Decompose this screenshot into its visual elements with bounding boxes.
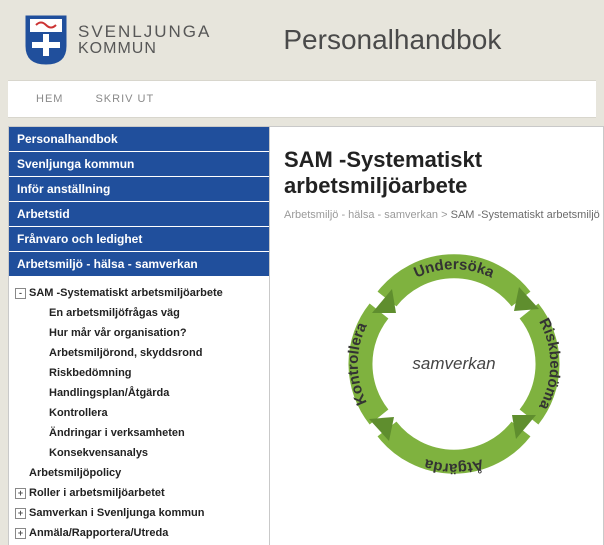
sidebar-section[interactable]: Arbetstid [9,202,269,227]
sidebar-item-label: Samverkan i Svenljunga kommun [29,507,204,519]
sidebar-item[interactable]: Hur mår vår organisation? [9,323,269,343]
sidebar-item[interactable]: Konsekvensanalys [9,443,269,463]
sidebar-item[interactable]: Handlingsplan/Åtgärda [9,383,269,403]
breadcrumb-parent[interactable]: Arbetsmiljö - hälsa - samverkan [284,209,438,221]
sidebar-item-label: Arbetsmiljöpolicy [29,467,121,479]
org-name: SVENLJUNGA KOMMUN [78,22,211,58]
sidebar-item[interactable]: +Samverkan i Svenljunga kommun [9,503,269,523]
municipal-crest-icon [24,14,68,66]
sidebar-section[interactable]: Svenljunga kommun [9,152,269,177]
sidebar-item[interactable]: Riskbedömning [9,363,269,383]
sidebar-item-label: Arbetsmiljörond, skyddsrond [49,347,202,359]
sidebar-item-label: Ändringar i verksamheten [49,427,185,439]
sidebar: PersonalhandbokSvenljunga kommunInför an… [8,126,270,545]
sidebar-item-label: Konsekvensanalys [49,447,148,459]
org-line1: SVENLJUNGA [78,22,211,42]
breadcrumb-current: SAM -Systematiskt arbetsmiljö [451,209,600,221]
sidebar-item-label: Hur mår vår organisation? [49,327,187,339]
sidebar-item[interactable]: Arbetsmiljöpolicy [9,463,269,483]
sidebar-item-label: Riskbedömning [49,367,132,379]
org-line2: KOMMUN [78,40,211,58]
expand-icon[interactable]: + [15,508,26,519]
content-area: SAM -Systematiskt arbetsmiljöarbete Arbe… [270,126,604,545]
page-title: SAM -Systematiskt arbetsmiljöarbete [284,147,603,199]
sidebar-item-label: SAM -Systematiskt arbetsmiljöarbete [29,287,223,299]
sidebar-item-label: Anmäla/Rapportera/Utreda [29,527,168,539]
collapse-icon[interactable]: - [15,288,26,299]
print-link[interactable]: SKRIV UT [95,93,154,105]
sidebar-item-label: Roller i arbetsmiljöarbetet [29,487,165,499]
sidebar-section[interactable]: Arbetsmiljö - hälsa - samverkan [9,252,269,277]
sam-cycle-diagram: Undersöka Riskbedöma Åtgärda Kontrollera… [324,239,584,479]
home-link[interactable]: HEM [36,93,63,105]
sidebar-item[interactable]: +Anmäla/Rapportera/Utreda [9,523,269,543]
sidebar-item[interactable]: En arbetsmiljöfrågas väg [9,303,269,323]
sidebar-section[interactable]: Personalhandbok [9,127,269,152]
sidebar-item-label: En arbetsmiljöfrågas väg [49,307,180,319]
sidebar-item[interactable]: Ändringar i verksamheten [9,423,269,443]
sidebar-section[interactable]: Inför anställning [9,177,269,202]
expand-icon[interactable]: + [15,528,26,539]
sidebar-item[interactable]: Arbetsmiljörond, skyddsrond [9,343,269,363]
sidebar-item[interactable]: Kontrollera [9,403,269,423]
sidebar-item-label: Kontrollera [49,407,108,419]
sidebar-item-label: Handlingsplan/Åtgärda [49,387,169,399]
expand-icon[interactable]: + [15,488,26,499]
sidebar-item[interactable]: -SAM -Systematiskt arbetsmiljöarbete [9,283,269,303]
site-title: Personalhandbok [283,24,501,56]
header: SVENLJUNGA KOMMUN Personalhandbok [0,0,604,80]
sidebar-item[interactable]: +Roller i arbetsmiljöarbetet [9,483,269,503]
toolbar: HEM SKRIV UT [8,80,596,118]
breadcrumb: Arbetsmiljö - hälsa - samverkan > SAM -S… [284,209,603,221]
sidebar-section[interactable]: Frånvaro och ledighet [9,227,269,252]
svg-text:samverkan: samverkan [412,354,495,373]
